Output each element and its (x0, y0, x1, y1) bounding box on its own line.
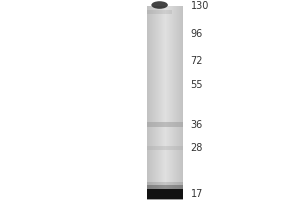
Text: 36: 36 (190, 120, 203, 130)
Text: 28: 28 (190, 143, 203, 153)
Text: 55: 55 (190, 80, 203, 90)
Bar (147, 10, 172, 14)
Bar (147, 185, 183, 189)
Text: 17: 17 (190, 189, 203, 199)
Ellipse shape (152, 1, 168, 9)
Bar (147, 182, 183, 189)
Bar (147, 189, 183, 199)
Text: 130: 130 (190, 1, 209, 11)
Bar (147, 122, 183, 127)
Text: 96: 96 (190, 29, 203, 39)
Bar (147, 199, 183, 200)
Bar (147, 146, 183, 150)
Text: 72: 72 (190, 56, 203, 66)
Bar (147, 199, 183, 200)
